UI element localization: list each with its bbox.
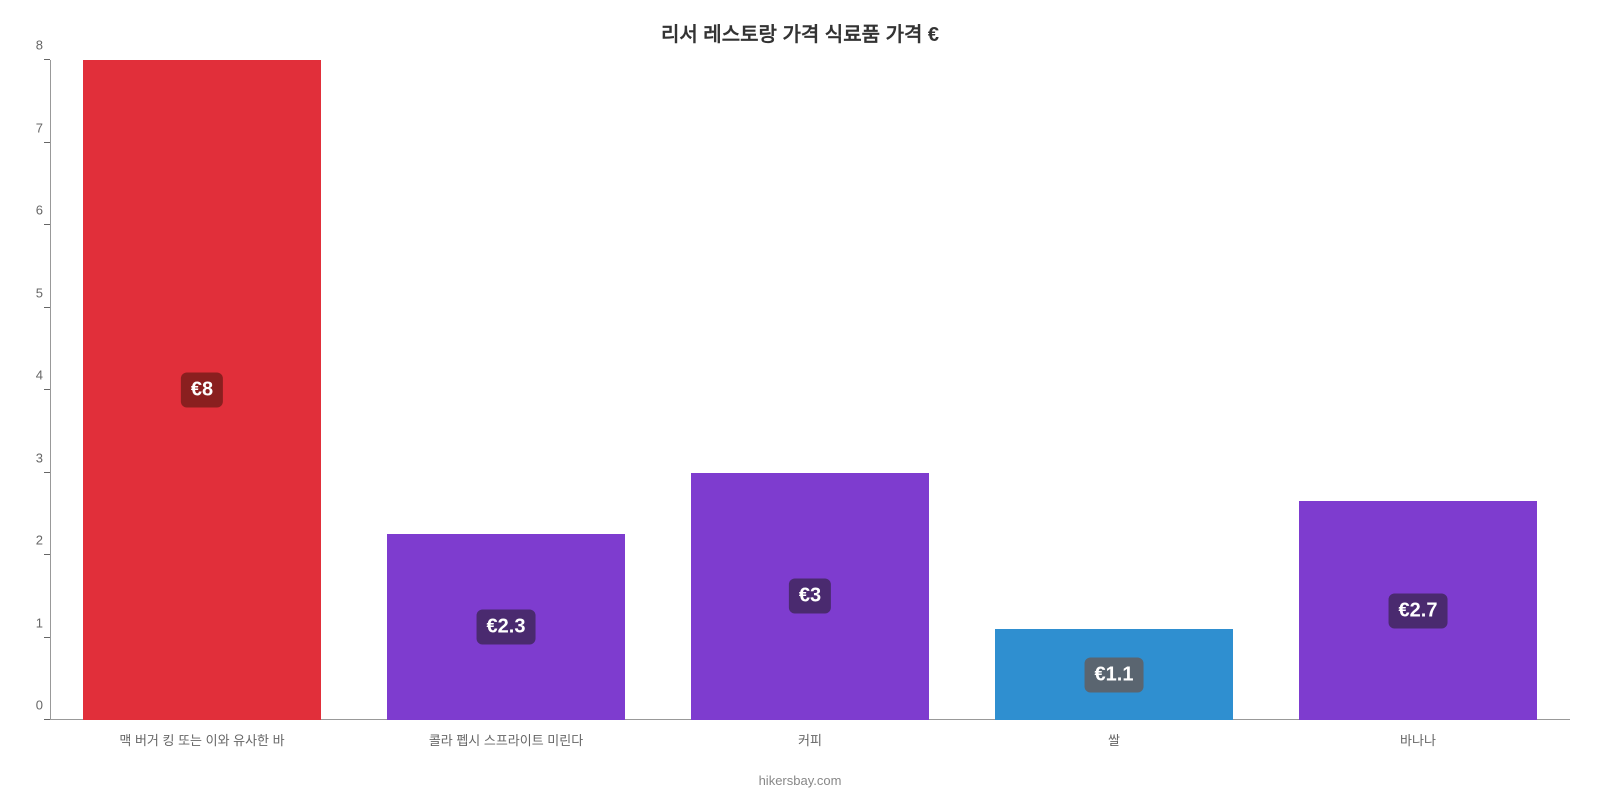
- bar-slot: €1.1쌀: [962, 60, 1266, 720]
- bar-value-label: €2.7: [1389, 593, 1448, 628]
- bar-slot: €3커피: [658, 60, 962, 720]
- bar: €2.7: [1299, 501, 1536, 720]
- plot-area: 012345678 €8맥 버거 킹 또는 이와 유사한 바€2.3콜라 펩시 …: [50, 60, 1570, 720]
- x-tick-label: 맥 버거 킹 또는 이와 유사한 바: [119, 730, 284, 749]
- x-tick-label: 쌀: [1108, 730, 1120, 749]
- chart-title: 리서 레스토랑 가격 식료품 가격 €: [0, 18, 1600, 47]
- bar-value-label: €1.1: [1085, 657, 1144, 692]
- bar-slot: €2.7바나나: [1266, 60, 1570, 720]
- y-tick-label: 7: [36, 120, 43, 135]
- y-tick-label: 0: [36, 698, 43, 713]
- bar: €8: [83, 60, 320, 720]
- x-tick-label: 바나나: [1400, 730, 1436, 749]
- y-tick-label: 3: [36, 450, 43, 465]
- bar-slot: €2.3콜라 펩시 스프라이트 미린다: [354, 60, 658, 720]
- bar: €1.1: [995, 629, 1232, 720]
- bar-slot: €8맥 버거 킹 또는 이와 유사한 바: [50, 60, 354, 720]
- y-tick-label: 1: [36, 615, 43, 630]
- y-tick-label: 8: [36, 38, 43, 53]
- x-tick-label: 콜라 펩시 스프라이트 미린다: [429, 730, 583, 749]
- y-tick-label: 5: [36, 285, 43, 300]
- y-tick-label: 4: [36, 368, 43, 383]
- bars-area: €8맥 버거 킹 또는 이와 유사한 바€2.3콜라 펩시 스프라이트 미린다€…: [50, 60, 1570, 720]
- bar-value-label: €3: [789, 579, 831, 614]
- price-bar-chart: 리서 레스토랑 가격 식료품 가격 € 012345678 €8맥 버거 킹 또…: [0, 0, 1600, 800]
- bar: €3: [691, 473, 928, 721]
- y-tick-label: 2: [36, 533, 43, 548]
- chart-attribution: hikersbay.com: [0, 773, 1600, 788]
- x-tick-label: 커피: [798, 730, 822, 749]
- y-tick-label: 6: [36, 203, 43, 218]
- bar: €2.3: [387, 534, 624, 720]
- bar-value-label: €2.3: [477, 610, 536, 645]
- bar-value-label: €8: [181, 373, 223, 408]
